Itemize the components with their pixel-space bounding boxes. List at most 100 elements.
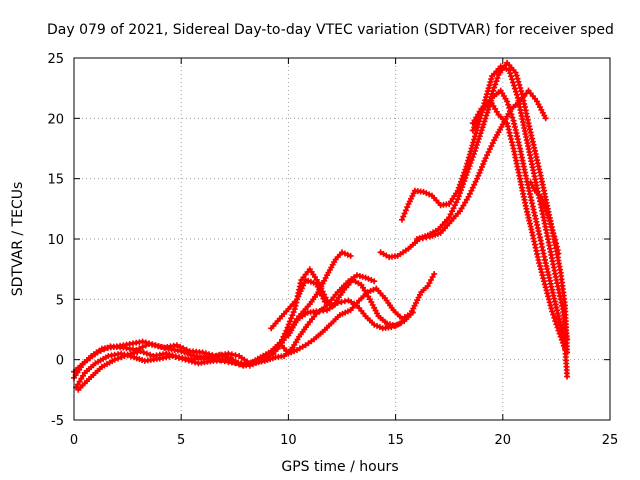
- data-point: [471, 147, 478, 154]
- data-point: [508, 73, 515, 80]
- data-point: [554, 324, 561, 331]
- data-point: [558, 336, 565, 343]
- data-point: [101, 346, 107, 353]
- data-point: [470, 150, 477, 157]
- data-point: [484, 88, 491, 95]
- data-point: [376, 324, 383, 331]
- y-tick-label: 15: [47, 173, 64, 188]
- x-tick-labels: 0 5 10 15 20 25: [70, 433, 618, 448]
- data-point: [347, 252, 354, 259]
- data-point: [544, 211, 551, 218]
- data-point: [505, 101, 512, 108]
- data-point: [557, 333, 564, 340]
- data-point: [465, 166, 472, 172]
- data-point: [491, 84, 498, 91]
- data-point: [288, 315, 295, 322]
- data-point: [553, 321, 560, 328]
- data-point: [492, 81, 499, 88]
- data-point: [199, 349, 206, 356]
- data-point: [508, 139, 515, 146]
- data-point: [547, 221, 554, 228]
- data-point: [482, 115, 489, 122]
- data-point: [489, 90, 496, 97]
- series-pass-10: [469, 59, 571, 356]
- data-point: [454, 196, 461, 203]
- data-point: [402, 207, 409, 214]
- data-point: [371, 278, 378, 285]
- data-point: [514, 75, 521, 82]
- data-point: [504, 98, 511, 105]
- data-point: [133, 347, 140, 353]
- data-point: [221, 358, 228, 365]
- data-point: [313, 280, 320, 287]
- series-pass-4: [71, 271, 438, 375]
- data-point: [475, 136, 482, 143]
- data-point: [511, 85, 518, 92]
- data-point: [511, 82, 517, 89]
- data-point: [564, 373, 571, 380]
- x-tick-label: 5: [177, 433, 185, 448]
- data-point: [169, 352, 176, 359]
- data-point: [456, 190, 463, 197]
- data-point: [515, 78, 522, 85]
- data-point: [484, 109, 491, 116]
- data-point: [507, 108, 514, 115]
- data-point: [121, 353, 128, 359]
- data-point: [344, 251, 351, 258]
- data-point: [467, 160, 474, 166]
- y-tick-label: 0: [56, 354, 64, 369]
- data-point: [483, 112, 490, 119]
- data-point: [513, 72, 520, 79]
- x-axis-label: GPS time / hours: [281, 459, 398, 475]
- data-point: [550, 311, 557, 318]
- data-point: [136, 345, 143, 352]
- data-point: [483, 91, 490, 98]
- data-point: [474, 139, 481, 146]
- data-point: [464, 169, 471, 175]
- y-tick-label: 5: [56, 293, 64, 308]
- data-point: [463, 172, 470, 178]
- data-point: [509, 76, 516, 83]
- grid-lines: [73, 57, 611, 421]
- data-point: [400, 213, 407, 220]
- data-point: [447, 211, 454, 218]
- data-point: [338, 299, 345, 306]
- x-tick-label: 15: [387, 433, 404, 448]
- data-point: [504, 123, 511, 130]
- y-tick-label: 10: [47, 233, 64, 248]
- series-pass-6: [285, 297, 403, 339]
- data-point: [202, 350, 209, 357]
- data-point: [180, 345, 187, 352]
- y-axis-label: SDTVAR / TECUs: [10, 182, 26, 297]
- data-point: [556, 330, 563, 337]
- data-point: [513, 91, 520, 98]
- data-point: [490, 87, 497, 94]
- data-point: [476, 133, 483, 140]
- series-layer: [71, 59, 571, 393]
- data-point: [510, 79, 516, 86]
- data-point: [487, 79, 494, 86]
- data-point: [466, 190, 473, 197]
- data-point: [537, 263, 544, 270]
- data-point: [183, 346, 190, 353]
- data-point: [560, 342, 567, 349]
- data-point: [97, 347, 104, 354]
- data-point: [481, 118, 488, 125]
- data-point: [551, 314, 558, 321]
- data-point: [94, 349, 101, 356]
- data-point: [163, 350, 170, 357]
- data-point: [542, 205, 549, 212]
- data-point: [512, 69, 519, 76]
- data-point: [479, 124, 486, 131]
- series-pass-11: [469, 97, 568, 352]
- data-point: [104, 344, 111, 351]
- data-point: [538, 193, 545, 200]
- data-point: [562, 345, 568, 352]
- data-point: [507, 132, 514, 139]
- data-point: [485, 85, 492, 92]
- data-point: [469, 153, 476, 160]
- data-point: [209, 352, 216, 359]
- data-point: [518, 88, 525, 95]
- data-point: [177, 343, 184, 350]
- data-point: [546, 218, 553, 225]
